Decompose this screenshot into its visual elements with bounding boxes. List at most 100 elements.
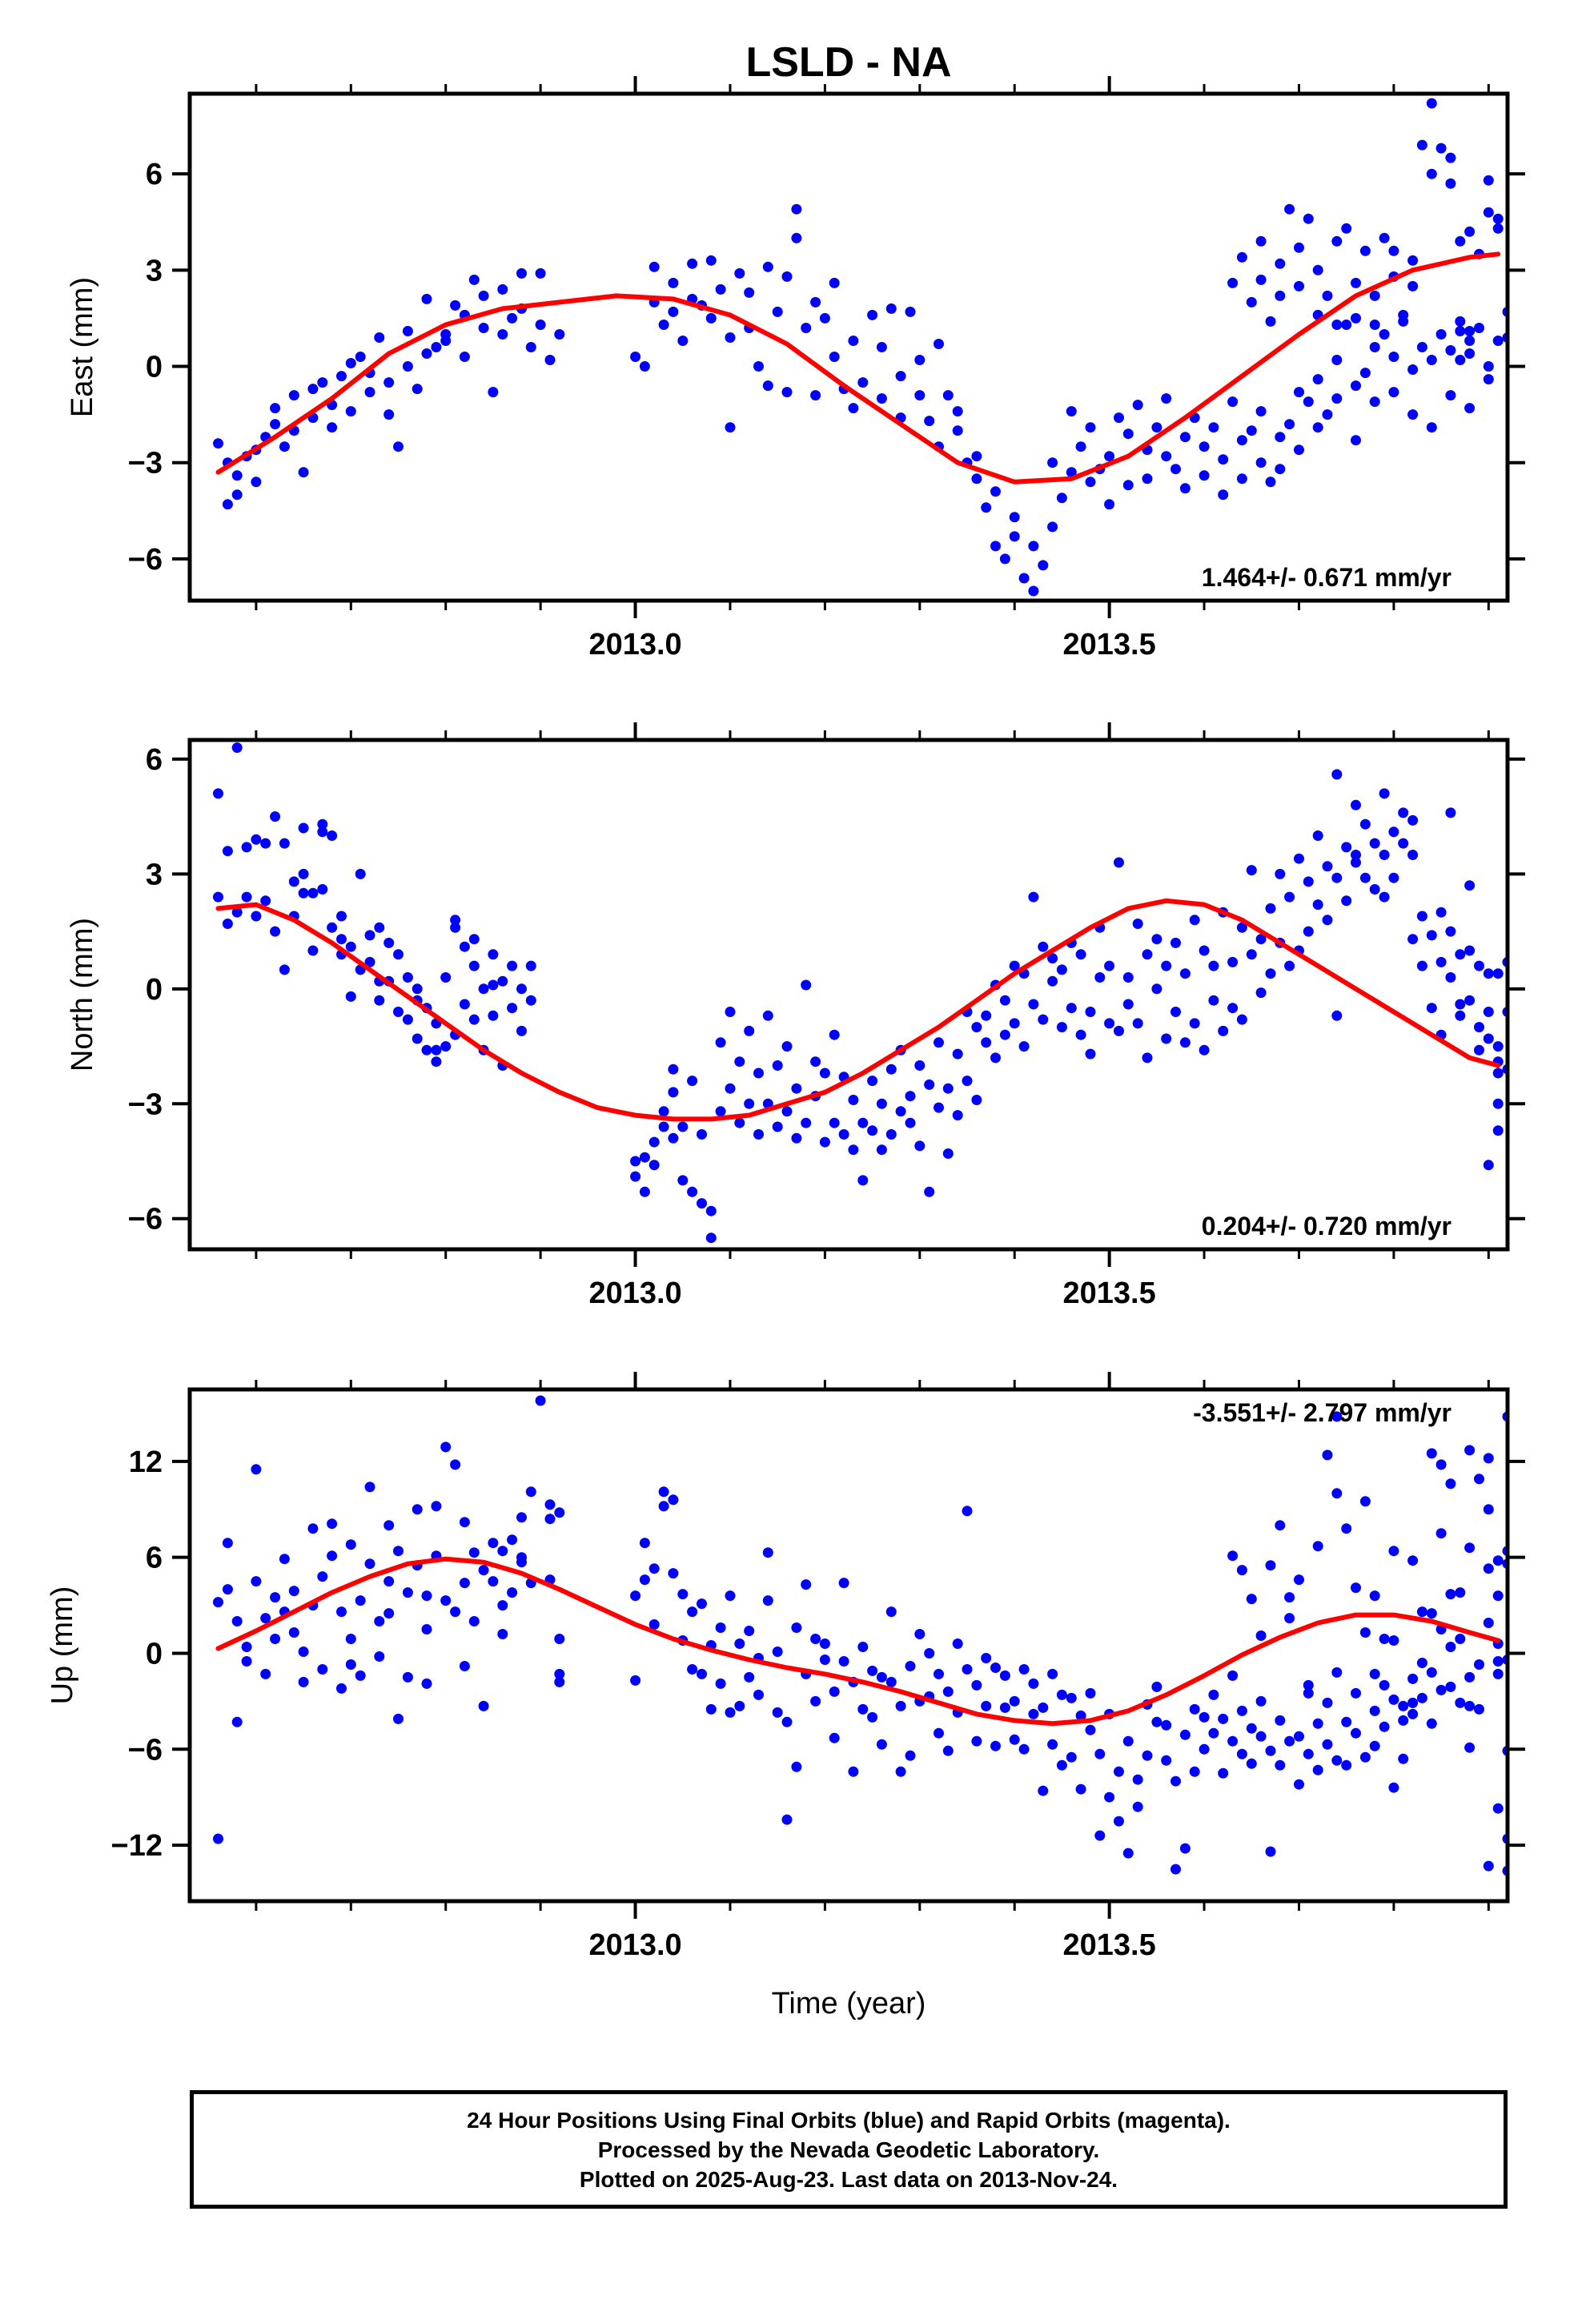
data-point bbox=[507, 312, 518, 324]
data-point bbox=[791, 203, 802, 215]
data-point bbox=[648, 1619, 660, 1630]
data-point bbox=[544, 1499, 556, 1510]
data-point bbox=[630, 1156, 641, 1167]
data-point bbox=[990, 486, 1001, 497]
data-point bbox=[1038, 941, 1049, 952]
data-point bbox=[934, 1037, 944, 1048]
data-point bbox=[990, 1663, 1001, 1673]
data-point bbox=[298, 1676, 309, 1687]
data-point bbox=[544, 1514, 556, 1525]
data-point bbox=[1038, 560, 1049, 571]
data-point bbox=[838, 1656, 849, 1667]
data-point bbox=[1303, 396, 1314, 408]
data-point bbox=[497, 329, 508, 340]
data-point bbox=[1455, 1697, 1466, 1708]
data-point bbox=[1341, 320, 1352, 330]
data-point bbox=[810, 1634, 821, 1644]
data-point bbox=[231, 907, 243, 918]
data-point bbox=[1094, 1748, 1106, 1759]
data-point bbox=[772, 1647, 783, 1657]
data-point bbox=[488, 1010, 499, 1021]
data-point bbox=[1426, 422, 1437, 433]
data-point bbox=[241, 1642, 252, 1652]
data-point bbox=[298, 467, 309, 478]
data-point bbox=[1303, 213, 1314, 224]
data-point bbox=[981, 1037, 992, 1048]
data-point bbox=[772, 1060, 783, 1071]
data-point bbox=[1351, 435, 1361, 446]
data-point bbox=[914, 390, 926, 401]
data-point bbox=[1028, 999, 1039, 1010]
data-point bbox=[791, 1083, 802, 1094]
data-point bbox=[1398, 1700, 1409, 1711]
data-point bbox=[535, 320, 546, 330]
data-point bbox=[1483, 968, 1494, 979]
plot-frame bbox=[187, 91, 1510, 603]
data-point bbox=[1284, 960, 1295, 971]
y-tick-label: −6 bbox=[128, 1203, 163, 1236]
data-point bbox=[1416, 342, 1427, 352]
data-point bbox=[1351, 850, 1361, 860]
data-point bbox=[478, 290, 489, 301]
data-point bbox=[431, 1501, 442, 1512]
data-point bbox=[1094, 1830, 1106, 1841]
data-point bbox=[1114, 412, 1124, 424]
data-point bbox=[222, 919, 233, 929]
data-point bbox=[1398, 1753, 1409, 1764]
data-point bbox=[668, 1494, 679, 1506]
data-point bbox=[895, 371, 906, 382]
data-point bbox=[402, 972, 413, 983]
data-point bbox=[270, 403, 281, 414]
data-point bbox=[1038, 1702, 1049, 1713]
data-point bbox=[1246, 949, 1257, 960]
data-point bbox=[1379, 1634, 1390, 1644]
data-point bbox=[952, 425, 963, 436]
data-point bbox=[1189, 915, 1200, 926]
data-point bbox=[1161, 1719, 1172, 1731]
data-point bbox=[677, 1175, 689, 1186]
data-point bbox=[1435, 956, 1447, 967]
data-point bbox=[478, 1565, 489, 1576]
data-point bbox=[867, 1125, 878, 1136]
data-point bbox=[999, 553, 1010, 565]
data-point bbox=[1379, 788, 1390, 799]
data-point bbox=[374, 1616, 385, 1626]
data-point bbox=[1189, 1018, 1200, 1029]
data-point bbox=[942, 1083, 954, 1094]
data-point bbox=[459, 941, 470, 952]
data-point bbox=[639, 1538, 650, 1549]
data-point bbox=[213, 1833, 223, 1844]
data-point bbox=[260, 1613, 271, 1624]
data-point bbox=[1056, 964, 1067, 975]
data-point bbox=[1464, 945, 1476, 956]
data-point bbox=[251, 476, 262, 488]
data-point bbox=[1483, 1504, 1494, 1515]
data-point bbox=[412, 983, 423, 995]
data-point bbox=[1464, 336, 1476, 346]
data-point bbox=[421, 1678, 432, 1689]
data-point bbox=[1218, 454, 1229, 465]
data-point bbox=[298, 868, 309, 879]
data-point bbox=[260, 838, 271, 849]
data-point bbox=[327, 830, 338, 841]
data-point bbox=[1009, 960, 1020, 971]
data-point bbox=[1255, 235, 1267, 247]
data-point bbox=[905, 1117, 916, 1128]
data-point bbox=[1351, 1687, 1361, 1699]
data-point bbox=[412, 1033, 423, 1044]
data-point bbox=[1236, 1748, 1247, 1759]
data-point bbox=[1294, 242, 1304, 253]
data-point bbox=[1218, 489, 1229, 501]
data-point bbox=[848, 403, 859, 414]
data-point bbox=[1369, 1705, 1380, 1716]
data-point bbox=[1189, 1703, 1200, 1715]
data-point bbox=[1218, 1713, 1229, 1724]
data-point bbox=[753, 1689, 764, 1700]
data-point bbox=[345, 991, 356, 1002]
data-point bbox=[488, 1576, 499, 1587]
data-point bbox=[1132, 400, 1143, 411]
data-point bbox=[270, 811, 281, 822]
data-point bbox=[468, 934, 480, 945]
data-point bbox=[924, 1648, 935, 1659]
data-point bbox=[857, 1642, 869, 1652]
